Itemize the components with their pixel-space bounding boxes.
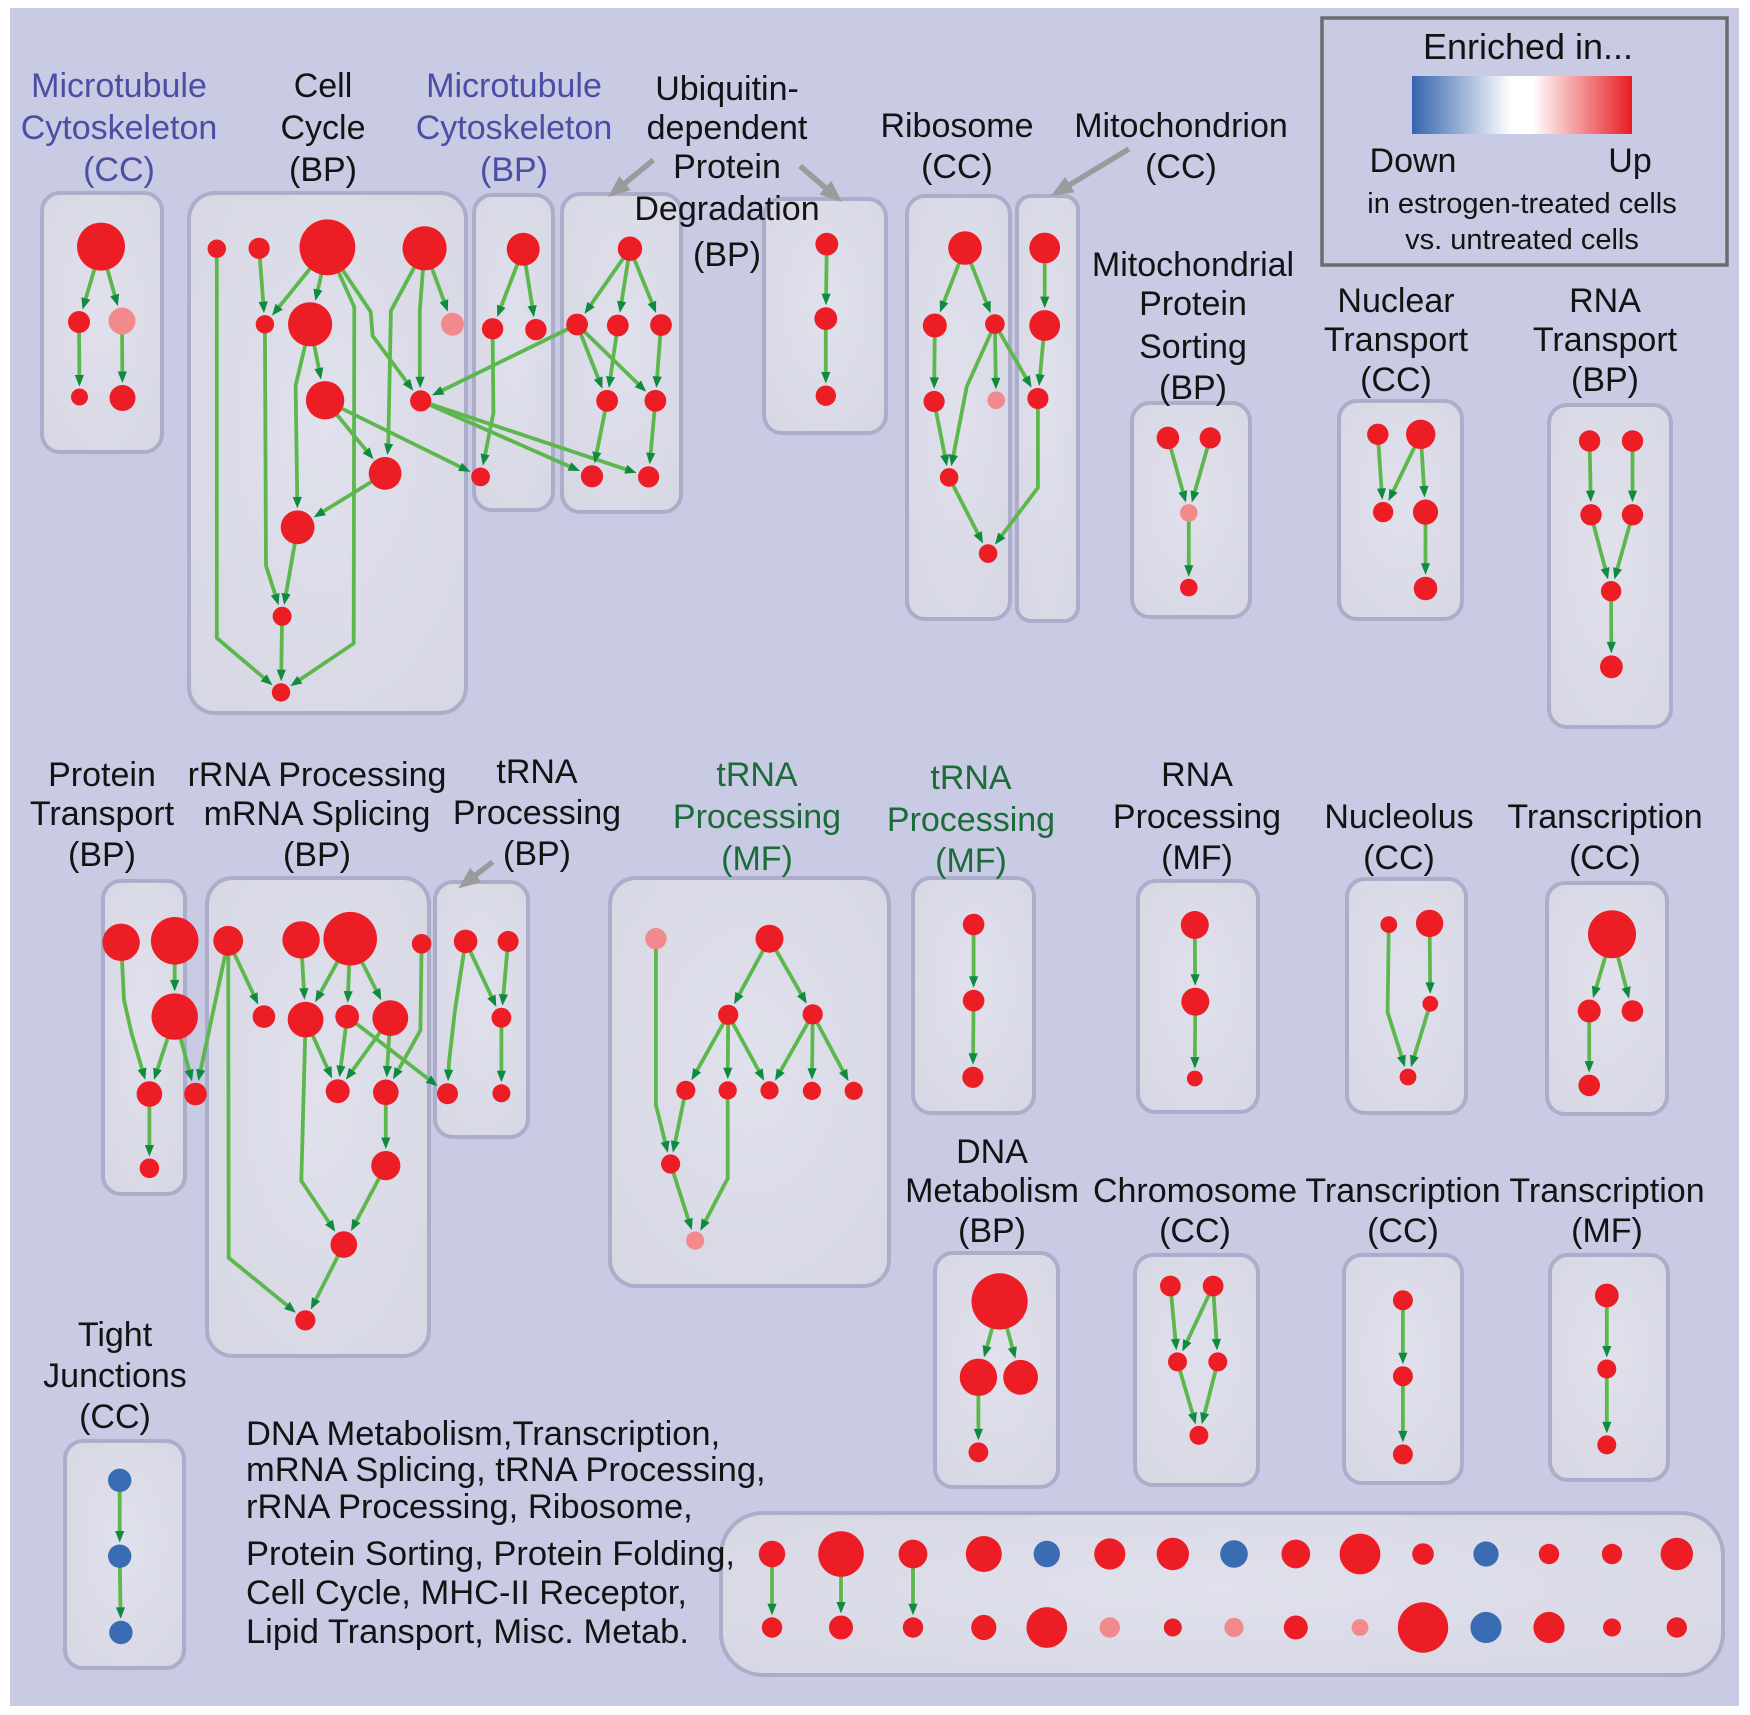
svg-text:Transport: Transport <box>1533 321 1678 359</box>
svg-text:Junctions: Junctions <box>43 1357 187 1395</box>
svg-text:rRNA Processing: rRNA Processing <box>188 756 447 794</box>
svg-text:(BP): (BP) <box>1571 361 1639 399</box>
svg-text:Processing: Processing <box>1113 798 1281 836</box>
svg-text:(MF): (MF) <box>1161 839 1233 877</box>
svg-text:Transcription: Transcription <box>1509 1172 1704 1210</box>
svg-text:(CC): (CC) <box>83 151 155 189</box>
svg-text:(CC): (CC) <box>1569 839 1641 877</box>
svg-text:Cytoskeleton: Cytoskeleton <box>21 109 218 147</box>
svg-text:(CC): (CC) <box>1145 148 1217 186</box>
svg-text:(MF): (MF) <box>935 842 1007 880</box>
svg-text:Cell Cycle, MHC-II Receptor,: Cell Cycle, MHC-II Receptor, <box>246 1574 687 1612</box>
svg-text:Transcription: Transcription <box>1507 798 1702 836</box>
svg-text:Nuclear: Nuclear <box>1337 282 1454 320</box>
svg-text:(BP): (BP) <box>283 836 351 874</box>
svg-text:(CC): (CC) <box>921 148 993 186</box>
svg-text:(CC): (CC) <box>1159 1212 1231 1250</box>
svg-text:(MF): (MF) <box>721 840 793 878</box>
svg-text:Mitochondrion: Mitochondrion <box>1074 107 1288 145</box>
svg-text:DNA Metabolism,Transcription,: DNA Metabolism,Transcription, <box>246 1415 720 1453</box>
svg-text:(BP): (BP) <box>68 836 136 874</box>
svg-text:Protein: Protein <box>1139 285 1247 323</box>
svg-text:mRNA Splicing: mRNA Splicing <box>204 795 431 833</box>
svg-text:Lipid Transport, Misc. Metab.: Lipid Transport, Misc. Metab. <box>246 1613 689 1651</box>
svg-text:Tight: Tight <box>78 1316 153 1354</box>
svg-text:Transport: Transport <box>1324 321 1469 359</box>
svg-text:(BP): (BP) <box>958 1212 1026 1250</box>
svg-text:tRNA: tRNA <box>716 756 798 794</box>
svg-text:Down: Down <box>1370 142 1457 180</box>
svg-text:(BP): (BP) <box>693 236 761 274</box>
svg-text:(BP): (BP) <box>503 835 571 873</box>
svg-text:Nucleolus: Nucleolus <box>1324 798 1473 836</box>
svg-text:Ribosome: Ribosome <box>880 107 1033 145</box>
svg-text:Processing: Processing <box>887 801 1055 839</box>
svg-text:Processing: Processing <box>453 794 621 832</box>
svg-text:Processing: Processing <box>673 798 841 836</box>
svg-text:Protein: Protein <box>673 148 781 186</box>
svg-text:vs. untreated cells: vs. untreated cells <box>1405 224 1639 256</box>
svg-text:DNA: DNA <box>956 1133 1028 1171</box>
svg-text:RNA: RNA <box>1161 756 1233 794</box>
svg-text:Mitochondrial: Mitochondrial <box>1092 246 1294 284</box>
svg-text:Protein: Protein <box>48 756 156 794</box>
svg-text:(BP): (BP) <box>480 151 548 189</box>
svg-text:Protein Sorting, Protein Foldi: Protein Sorting, Protein Folding, <box>246 1535 735 1573</box>
svg-text:Chromosome: Chromosome <box>1093 1172 1297 1210</box>
svg-text:Up: Up <box>1608 142 1651 180</box>
svg-text:Metabolism: Metabolism <box>905 1172 1079 1210</box>
svg-text:(CC): (CC) <box>1367 1212 1439 1250</box>
svg-text:(BP): (BP) <box>1159 369 1227 407</box>
svg-text:rRNA Processing, Ribosome,: rRNA Processing, Ribosome, <box>246 1488 693 1526</box>
svg-text:in estrogen-treated cells: in estrogen-treated cells <box>1367 188 1677 220</box>
svg-text:(BP): (BP) <box>289 151 357 189</box>
svg-text:(CC): (CC) <box>79 1398 151 1436</box>
svg-text:Transcription: Transcription <box>1305 1172 1500 1210</box>
svg-text:Cell: Cell <box>294 67 353 105</box>
svg-text:Ubiquitin-: Ubiquitin- <box>655 70 799 108</box>
svg-text:dependent: dependent <box>647 109 808 147</box>
svg-text:tRNA: tRNA <box>930 759 1012 797</box>
svg-text:(CC): (CC) <box>1360 361 1432 399</box>
svg-text:Cytoskeleton: Cytoskeleton <box>416 109 613 147</box>
svg-text:Microtubule: Microtubule <box>426 67 602 105</box>
svg-text:(CC): (CC) <box>1363 839 1435 877</box>
svg-text:RNA: RNA <box>1569 282 1641 320</box>
svg-text:mRNA Splicing, tRNA Processing: mRNA Splicing, tRNA Processing, <box>246 1451 766 1489</box>
svg-text:tRNA: tRNA <box>496 753 578 791</box>
svg-text:Transport: Transport <box>30 795 175 833</box>
svg-text:Enriched in...: Enriched in... <box>1423 26 1633 67</box>
svg-text:Microtubule: Microtubule <box>31 67 207 105</box>
svg-text:(MF): (MF) <box>1571 1212 1643 1250</box>
svg-text:Sorting: Sorting <box>1139 328 1247 366</box>
svg-text:Degradation: Degradation <box>634 190 819 228</box>
svg-text:Cycle: Cycle <box>280 109 365 147</box>
